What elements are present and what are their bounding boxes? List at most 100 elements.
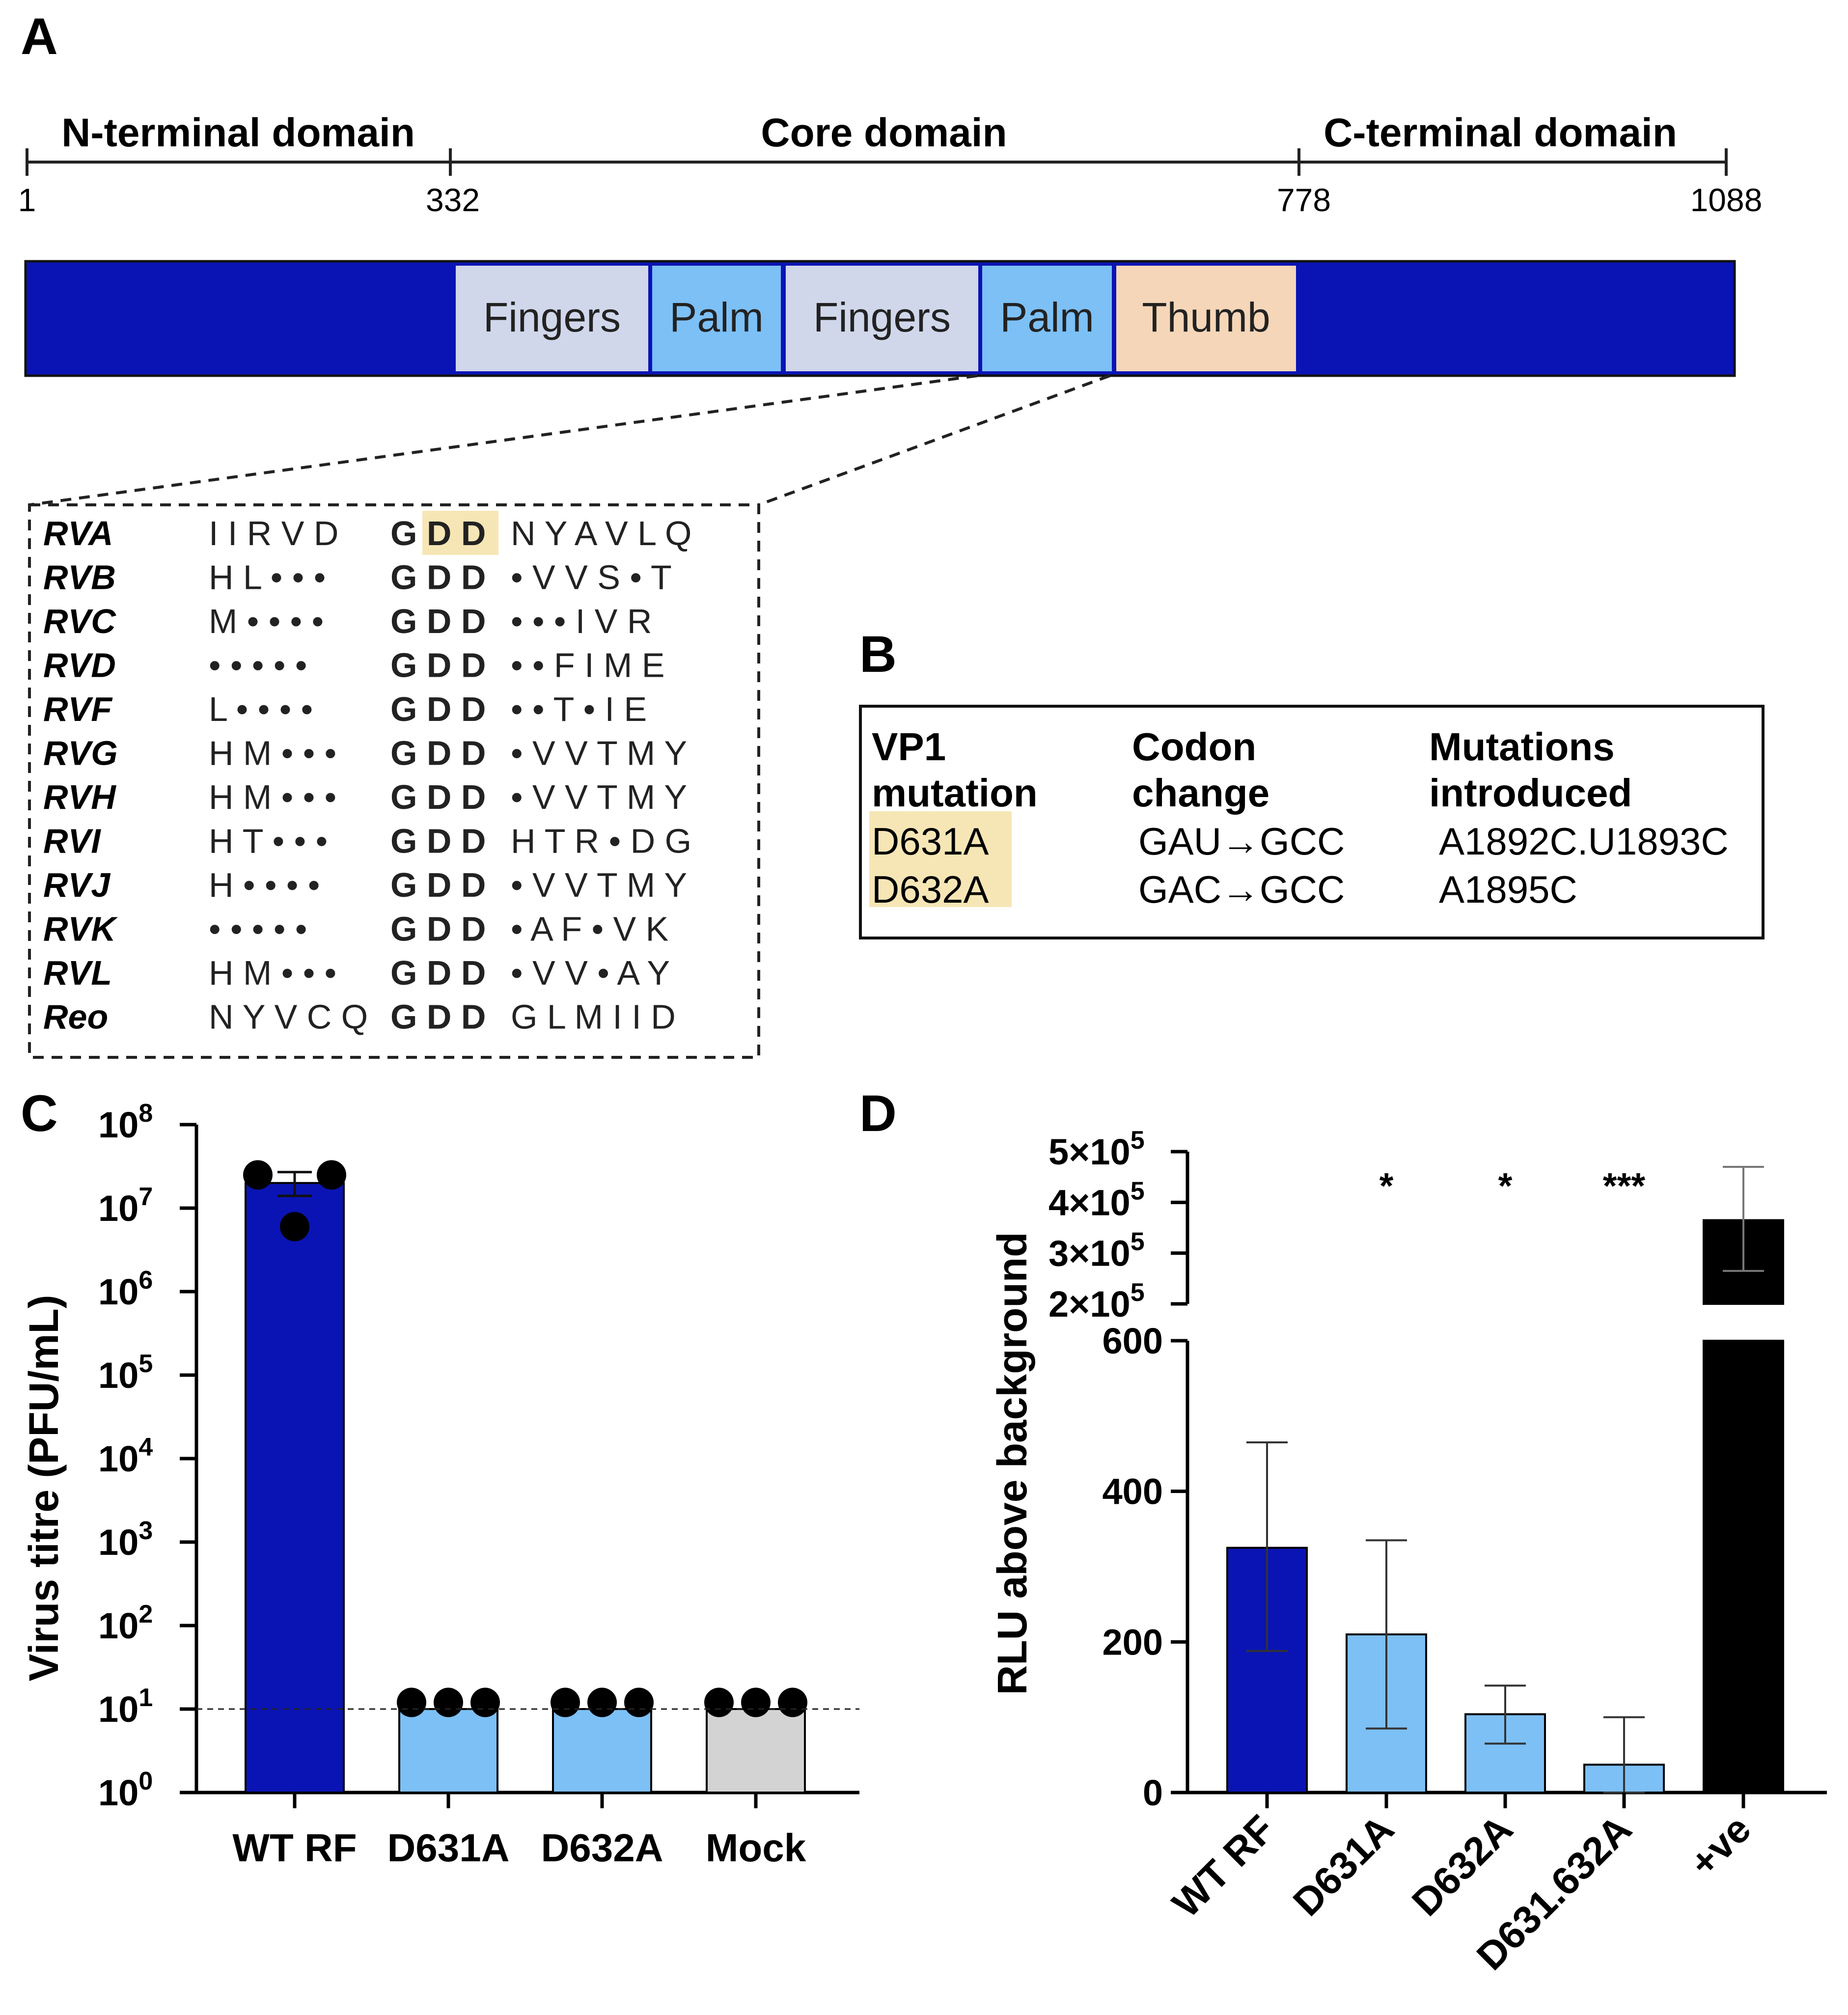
panel-d-label: D (859, 1085, 897, 1142)
panel-a-label: A (21, 8, 58, 65)
chart-c-point-3-2 (778, 1687, 807, 1717)
chart-c-ytick-label-4: 104 (98, 1433, 153, 1479)
chart-d-ytick-upper-label-1: 3×105 (1048, 1228, 1145, 1274)
chart-c-point-3-0 (704, 1687, 734, 1717)
mutation-highlight (869, 811, 1012, 907)
chart-d-ytick-lower-label-3: 600 (1103, 1321, 1163, 1361)
seq-name-2: RVC (43, 602, 116, 640)
seq-pre-1: H L • • • (209, 558, 326, 597)
cell-codon-1: GAU→GCC (1138, 820, 1345, 863)
segment-thumb (1113, 263, 1299, 374)
seq-pre-5: H M • • • (209, 734, 336, 773)
seq-motif-2: G D D (390, 602, 486, 640)
chart-d-ytick-upper-label-2: 4×105 (1048, 1177, 1145, 1223)
seq-name-1: RVB (43, 558, 116, 597)
seq-name-3: RVD (43, 646, 116, 685)
chart-d-ytick-upper-label-3: 5×105 (1048, 1126, 1145, 1172)
seq-motif-1: G D D (390, 558, 486, 597)
panel-b-label: B (859, 626, 897, 683)
domain-scale: N-terminal domain Core domain C-terminal… (18, 110, 1763, 218)
cell-d632a: D632A (872, 868, 989, 911)
seq-post-11: G L M I I D (511, 998, 676, 1036)
seq-motif-7: G D D (390, 822, 486, 860)
segment-fingers-2-label: Fingers (813, 294, 951, 340)
header-mutation: mutation (872, 771, 1038, 815)
seq-post-5: • V V T M Y (511, 734, 687, 773)
rlu-chart: RLU above background 0 200 400 6002×1053×10… (989, 1126, 1827, 1978)
segment-palm-1-label: Palm (669, 294, 763, 340)
seq-name-5: RVG (43, 734, 118, 773)
segment-palm-2-label: Palm (1000, 294, 1094, 340)
header-change: change (1132, 771, 1269, 815)
chart-c-ytick-label-5: 105 (98, 1350, 153, 1396)
chart-c-xlabel-2: D632A (541, 1826, 663, 1870)
segment-fingers-1-label: Fingers (483, 294, 621, 340)
chart-c-ytick-label-2: 102 (98, 1600, 153, 1646)
chart-d-significance-1: * (1379, 1165, 1394, 1206)
chart-d-xlabel-2: D632A (1404, 1807, 1521, 1924)
chart-d-ylabel: RLU above background (989, 1232, 1035, 1695)
mutation-table-frame (859, 705, 1765, 939)
chart-d-significance-3: *** (1603, 1165, 1646, 1206)
seq-post-7: H T R • D G (511, 822, 691, 860)
seq-pre-9: • • • • • (209, 910, 307, 948)
seq-motif-9: G D D (390, 910, 486, 948)
domain-bar: Fingers Palm Fingers Palm Thumb (24, 260, 1736, 377)
segment-fingers-1 (453, 263, 651, 374)
chart-c-ylabel: Virus titre (PFU/mL) (21, 1295, 67, 1681)
chart-c-point-0-2 (280, 1212, 309, 1242)
chart-c-bar-3 (706, 1708, 806, 1794)
seq-post-9: • A F • V K (511, 910, 668, 948)
chart-d-ytick-upper-label-0: 2×105 (1048, 1278, 1145, 1325)
chart-c-ytick-label-1: 101 (98, 1684, 153, 1730)
chart-d-ytick-lower-label-1: 200 (1103, 1622, 1163, 1662)
chart-c-xlabel-3: Mock (706, 1826, 806, 1870)
cell-mut-2: A1895C (1439, 868, 1577, 911)
header-codon: Codon (1132, 725, 1256, 769)
chart-d-xlabel-4: +ve (1681, 1807, 1759, 1885)
seq-motif-8: G D D (390, 866, 486, 904)
seq-name-11: Reo (43, 998, 108, 1036)
header-mutations: Mutations (1429, 725, 1615, 769)
chart-c-point-2-0 (551, 1687, 580, 1717)
chart-c-ytick-label-0: 100 (98, 1767, 153, 1813)
chart-c-bar-0 (245, 1182, 345, 1794)
zoom-line-left (29, 374, 978, 506)
cell-codon-2: GAC→GCC (1138, 868, 1345, 911)
chart-c-bar-1 (398, 1708, 498, 1794)
core-domain-label: Core domain (761, 110, 1007, 155)
seq-motif-4: G D D (390, 690, 486, 728)
seq-name-4: RVF (43, 690, 113, 728)
chart-d-bar-4-lower (1703, 1340, 1784, 1794)
seq-post-1: • V V S • T (511, 558, 672, 597)
seq-name-10: RVL (43, 954, 112, 992)
chart-d-ytick-lower-label-0: 0 (1143, 1772, 1163, 1813)
seq-name-9: RVK (43, 910, 118, 948)
chart-c-point-2-2 (624, 1687, 654, 1717)
header-introduced: introduced (1429, 771, 1632, 815)
seq-motif-0: G D D (390, 514, 486, 552)
seq-motif-3: G D D (390, 646, 486, 685)
seq-post-3: • • F I M E (511, 646, 664, 685)
chart-c-xlabel-1: D631A (387, 1826, 509, 1870)
seq-motif-11: G D D (390, 998, 486, 1036)
seq-post-4: • • T • I E (511, 690, 647, 728)
seq-motif-6: G D D (390, 778, 486, 816)
seq-post-10: • V V • A Y (511, 954, 670, 992)
chart-c-point-0-0 (243, 1160, 273, 1190)
seq-motif-10: G D D (390, 954, 486, 992)
chart-d-xlabel-1: D631A (1285, 1807, 1402, 1924)
seq-pre-11: N Y V C Q (209, 998, 368, 1036)
header-vp1: VP1 (872, 725, 946, 769)
motif-highlight (422, 511, 498, 555)
virus-titre-chart: Virus titre (PFU/mL) 100 101 102 103 104 105 1… (21, 1099, 859, 1870)
seq-name-8: RVJ (43, 866, 111, 904)
chart-c-ytick-label-7: 107 (98, 1183, 153, 1229)
chart-c-point-0-1 (317, 1160, 346, 1190)
seq-name-6: RVH (43, 778, 116, 816)
chart-c-point-1-2 (470, 1687, 500, 1717)
seq-pre-4: L • • • • (209, 690, 313, 728)
seq-post-2: • • • I V R (511, 602, 652, 640)
chart-c-point-1-1 (434, 1687, 463, 1717)
